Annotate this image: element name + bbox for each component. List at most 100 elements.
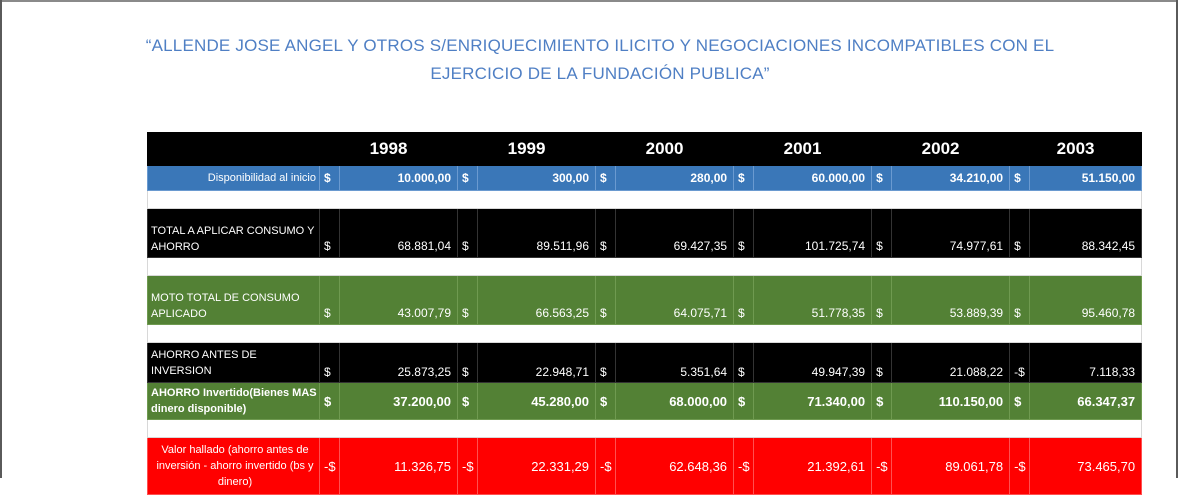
amount-cell: 68.881,04 (338, 208, 459, 258)
title-line-1: “ALLENDE JOSE ANGEL Y OTROS S/ENRIQUECIM… (145, 36, 1055, 55)
spacer-row (146, 190, 1143, 209)
currency-sign: $ (1009, 382, 1031, 420)
row-valor-hallado: Valor hallado (ahorro antes de inversión… (147, 437, 1143, 495)
row-total-aplicar: TOTAL A APLICAR CONSUMO Y AHORRO $68.881,… (147, 208, 1143, 258)
amount-cell: 74.977,61 (891, 208, 1011, 258)
currency-sign: $ (595, 275, 617, 325)
page-border-right (1176, 0, 1178, 478)
currency-sign: $ (733, 382, 755, 420)
amount-cell: 21.088,22 (891, 342, 1011, 383)
year-header: 2000 (595, 132, 735, 166)
amount-cell: 10.000,00 (338, 165, 459, 191)
currency-sign: $ (595, 382, 617, 420)
year-header: 1998 (318, 132, 459, 166)
amount-cell: 21.392,61 (753, 437, 873, 495)
amount-cell: 51.150,00 (1029, 165, 1143, 191)
amount-cell: 7.118,33 (1029, 342, 1143, 383)
amount-cell: 62.648,36 (615, 437, 735, 495)
currency-sign: -$ (733, 437, 755, 495)
row-disponibilidad: Disponibilidad al inicio $10.000,00 $300,0… (147, 165, 1143, 191)
currency-sign: $ (457, 275, 479, 325)
row-ahorro-antes: AHORRO ANTES DE INVERSION $25.873,25 $22.9… (147, 342, 1143, 383)
amount-cell: 51.778,35 (753, 275, 873, 325)
currency-sign: -$ (595, 437, 617, 495)
amount-cell: 5.351,64 (615, 342, 735, 383)
amount-cell: 53.889,39 (891, 275, 1011, 325)
currency-sign: $ (733, 208, 755, 258)
currency-sign: -$ (457, 437, 479, 495)
currency-sign: -$ (319, 437, 340, 495)
currency-sign: $ (319, 382, 340, 420)
currency-sign: $ (733, 165, 755, 191)
row-label: AHORRO Invertido(Bienes MAS dinero dispo… (147, 382, 320, 420)
spacer-cell (146, 419, 1143, 438)
currency-sign: $ (595, 165, 617, 191)
currency-sign: $ (319, 342, 340, 383)
currency-sign: $ (457, 342, 479, 383)
currency-sign: $ (871, 382, 893, 420)
currency-sign: $ (871, 165, 893, 191)
amount-cell: 95.460,78 (1029, 275, 1143, 325)
year-header: 2001 (733, 132, 873, 166)
year-header: 2003 (1009, 132, 1143, 166)
spacer-cell (146, 324, 1143, 343)
amount-cell: 22.331,29 (477, 437, 597, 495)
year-header: 1999 (457, 132, 597, 166)
row-ahorro-invertido: AHORRO Invertido(Bienes MAS dinero dispo… (147, 382, 1143, 420)
currency-sign: $ (595, 342, 617, 383)
currency-sign: $ (733, 275, 755, 325)
amount-cell: 34.210,00 (891, 165, 1011, 191)
amount-cell: 73.465,70 (1029, 437, 1143, 495)
amount-cell: 49.947,39 (753, 342, 873, 383)
amount-cell: 69.427,35 (615, 208, 735, 258)
amount-cell: 88.342,45 (1029, 208, 1143, 258)
currency-sign: $ (319, 208, 340, 258)
spacer-row (146, 419, 1143, 438)
currency-sign: $ (733, 342, 755, 383)
amount-cell: 300,00 (477, 165, 597, 191)
row-label: Valor hallado (ahorro antes de inversión… (147, 437, 320, 495)
amount-cell: 71.340,00 (753, 382, 873, 420)
currency-sign: -$ (1009, 342, 1031, 383)
spacer-row (146, 257, 1143, 276)
header-blank-cell (147, 132, 320, 166)
row-label: MOTO TOTAL DE CONSUMO APLICADO (147, 275, 320, 325)
currency-sign: $ (1009, 165, 1031, 191)
header-row: 1998 1999 2000 2001 2002 2003 (147, 132, 1143, 166)
currency-sign: $ (871, 208, 893, 258)
amount-cell: 25.873,25 (338, 342, 459, 383)
amount-cell: 37.200,00 (338, 382, 459, 420)
financial-table: 1998 1999 2000 2001 2002 2003 Disponibilidad a… (146, 132, 1143, 495)
currency-sign: $ (457, 165, 479, 191)
amount-cell: 68.000,00 (615, 382, 735, 420)
amount-cell: 66.563,25 (477, 275, 597, 325)
currency-sign: $ (871, 342, 893, 383)
amount-cell: 22.948,71 (477, 342, 597, 383)
row-label: TOTAL A APLICAR CONSUMO Y AHORRO (147, 208, 320, 258)
amount-cell: 45.280,00 (477, 382, 597, 420)
amount-cell: 89.061,78 (891, 437, 1011, 495)
amount-cell: 60.000,00 (753, 165, 873, 191)
currency-sign: $ (595, 208, 617, 258)
currency-sign: $ (1009, 208, 1031, 258)
amount-cell: 110.150,00 (891, 382, 1011, 420)
row-consumo-aplicado: MOTO TOTAL DE CONSUMO APLICADO $43.007,79… (147, 275, 1143, 325)
currency-sign: $ (319, 275, 340, 325)
currency-sign: $ (457, 382, 479, 420)
page-border-left (0, 0, 2, 478)
currency-sign: -$ (871, 437, 893, 495)
amount-cell: 43.007,79 (338, 275, 459, 325)
spacer-cell (146, 190, 1143, 209)
spacer-row (146, 324, 1143, 343)
currency-sign: $ (457, 208, 479, 258)
amount-cell: 11.326,75 (338, 437, 459, 495)
amount-cell: 101.725,74 (753, 208, 873, 258)
amount-cell: 280,00 (615, 165, 735, 191)
amount-cell: 66.347,37 (1029, 382, 1143, 420)
document-title: “ALLENDE JOSE ANGEL Y OTROS S/ENRIQUECIM… (100, 32, 1100, 88)
currency-sign: $ (1009, 275, 1031, 325)
amount-cell: 89.511,96 (477, 208, 597, 258)
currency-sign: -$ (1009, 437, 1031, 495)
currency-sign: $ (871, 275, 893, 325)
row-label: AHORRO ANTES DE INVERSION (147, 342, 320, 383)
